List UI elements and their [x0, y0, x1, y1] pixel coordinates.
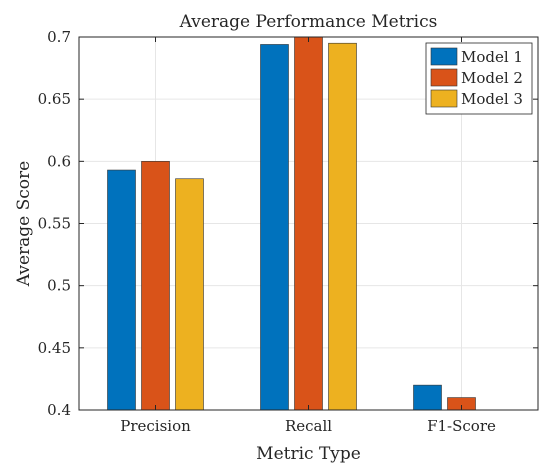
legend-swatch	[430, 68, 458, 87]
legend-label: Model 2	[461, 69, 523, 87]
y-tick-label: 0.7	[47, 28, 71, 46]
chart-title: Average Performance Metrics	[179, 12, 438, 32]
bar-model-1-precision	[107, 169, 136, 411]
bars	[107, 36, 510, 411]
x-tick-label: F1-Score	[427, 417, 496, 435]
x-tick-label: Precision	[120, 417, 191, 435]
legend-label: Model 3	[461, 90, 523, 108]
bar-model-3-precision	[175, 178, 204, 411]
y-tick-label: 0.65	[38, 90, 71, 108]
y-axis-ticks: 0.4 0.45 0.5 0.55 0.6 0.65 0.7	[38, 28, 538, 419]
x-axis-label: Metric Type	[256, 444, 361, 464]
bar-model-2-recall	[294, 36, 323, 411]
bar-model-1-recall	[260, 44, 289, 411]
x-tick-label: Recall	[285, 417, 332, 435]
bar-model-3-recall	[328, 42, 357, 411]
legend-swatch	[430, 89, 458, 108]
y-axis-label: Average Score	[14, 161, 34, 287]
legend-swatch	[430, 47, 458, 66]
x-axis-ticks: Precision Recall F1-Score	[120, 37, 496, 435]
bar-model-2-precision	[141, 161, 170, 411]
y-tick-label: 0.6	[47, 152, 71, 170]
y-tick-label: 0.4	[47, 401, 71, 419]
y-tick-label: 0.5	[47, 277, 71, 295]
y-tick-label: 0.45	[38, 339, 71, 357]
bar-model-1-f1-score	[413, 384, 442, 411]
y-tick-label: 0.55	[38, 215, 71, 233]
legend: Model 1 Model 2 Model 3	[425, 42, 533, 115]
legend-label: Model 1	[461, 48, 523, 66]
